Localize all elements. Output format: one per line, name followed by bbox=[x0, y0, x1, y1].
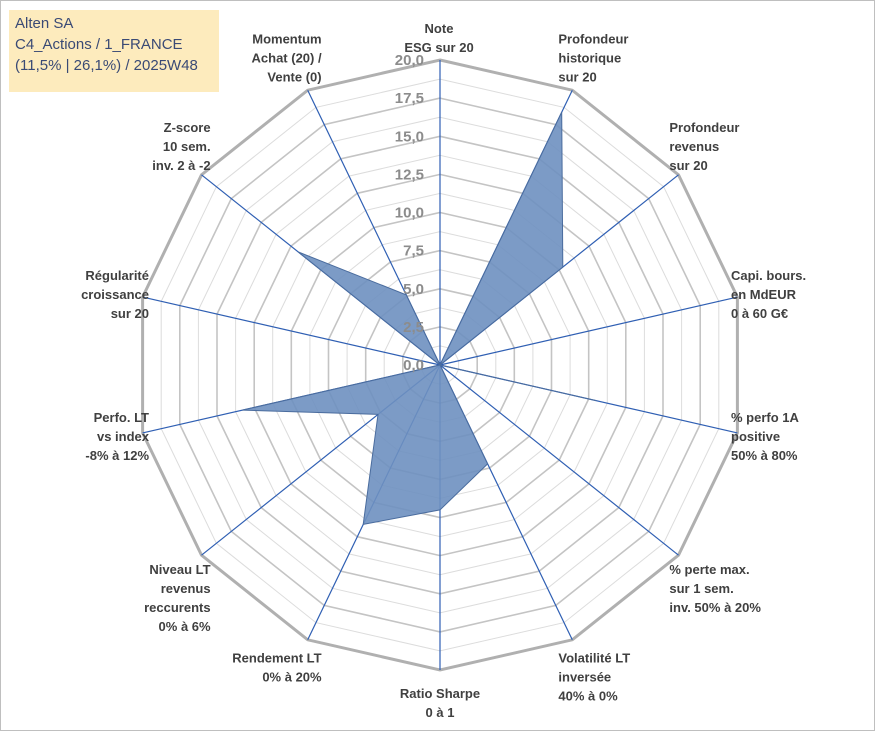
tick-label: 15,0 bbox=[395, 128, 424, 145]
axis-label-line: revenus bbox=[161, 581, 211, 596]
axis-label-line: inversée bbox=[558, 669, 611, 684]
axis-label-line: sur 20 bbox=[558, 70, 596, 85]
axis-label: Profondeur historique sur 20 bbox=[558, 32, 628, 85]
axis-label-line: Profondeur bbox=[669, 120, 739, 135]
axis-label-line: Note bbox=[425, 21, 454, 36]
axis-label: Capi. bours. en MdEUR 0 à 60 G€ bbox=[731, 268, 806, 321]
tick-label: 20,0 bbox=[395, 52, 424, 69]
axis-label-line: inv. 50% à 20% bbox=[669, 600, 761, 615]
axis-label-line: sur 1 sem. bbox=[669, 581, 733, 596]
axis-label-line: historique bbox=[558, 51, 621, 66]
axis-label-line: positive bbox=[731, 429, 780, 444]
tick-label: 12,5 bbox=[395, 166, 424, 183]
tick-label: 0,0 bbox=[403, 357, 424, 374]
title-box: Alten SA C4_Actions / 1_FRANCE (11,5% | … bbox=[9, 10, 219, 92]
axis-label: Niveau LT revenus reccurents 0% à 6% bbox=[144, 562, 211, 634]
axis-label: Perfo. LT vs index -8% à 12% bbox=[85, 410, 149, 463]
axis-label-line: Achat (20) / bbox=[252, 51, 322, 66]
axis-label-line: Z-score bbox=[164, 120, 211, 135]
axis-label-line: inv. 2 à -2 bbox=[152, 158, 210, 173]
axis-label-line: Vente (0) bbox=[267, 70, 321, 85]
axis-label-line: Niveau LT bbox=[149, 562, 210, 577]
axis-label: Note ESG sur 20 bbox=[404, 21, 473, 55]
title-stats: (11,5% | 26,1%) / 2025W48 bbox=[15, 57, 198, 74]
radar-tick-labels: 0,0 2,5 5,0 7,5 10,0 12,5 15,0 17,5 20,0 bbox=[395, 52, 424, 374]
tick-label: 10,0 bbox=[395, 205, 424, 222]
axis-label-line: Volatilité LT bbox=[558, 650, 630, 665]
axis-label-line: Momentum bbox=[252, 32, 321, 47]
axis-label: Profondeur revenus sur 20 bbox=[669, 120, 739, 173]
axis-label-line: % perte max. bbox=[669, 562, 749, 577]
axis-label: Ratio Sharpe 0 à 1 bbox=[400, 686, 480, 720]
axis-label-line: sur 20 bbox=[111, 306, 149, 321]
axis-label: Rendement LT 0% à 20% bbox=[232, 650, 322, 684]
axis-label-line: sur 20 bbox=[669, 158, 707, 173]
title-category: C4_Actions / 1_FRANCE bbox=[15, 36, 183, 53]
axis-label: Régularité croissance sur 20 bbox=[81, 268, 149, 321]
axis-label-line: 0% à 20% bbox=[262, 669, 322, 684]
axis-label: % perfo 1A positive 50% à 80% bbox=[731, 410, 800, 463]
axis-label-line: Capi. bours. bbox=[731, 268, 806, 283]
axis-label-line: Régularité bbox=[85, 268, 149, 283]
axis-label-line: 0% à 6% bbox=[159, 619, 211, 634]
tick-label: 5,0 bbox=[403, 281, 424, 298]
radar-spoke bbox=[142, 296, 441, 366]
radar-axis-labels: Note ESG sur 20 Profondeur historique sur 20… bbox=[81, 21, 806, 720]
axis-label-line: 40% à 0% bbox=[558, 688, 618, 703]
axis-label-line: -8% à 12% bbox=[85, 448, 149, 463]
axis-label-line: Perfo. LT bbox=[94, 410, 149, 425]
axis-label: Volatilité LT inversée 40% à 0% bbox=[558, 650, 630, 703]
axis-label-line: 10 sem. bbox=[163, 139, 211, 154]
axis-label-line: 0 à 60 G€ bbox=[731, 306, 788, 321]
tick-label: 17,5 bbox=[395, 90, 424, 107]
radar-spoke bbox=[439, 296, 738, 366]
radar-series bbox=[242, 111, 597, 526]
tick-label: 2,5 bbox=[403, 319, 424, 336]
axis-label-line: % perfo 1A bbox=[731, 410, 800, 425]
axis-label-line: reccurents bbox=[144, 600, 210, 615]
axis-label-line: 50% à 80% bbox=[731, 448, 798, 463]
axis-label-line: 0 à 1 bbox=[426, 705, 455, 720]
tick-label: 7,5 bbox=[403, 243, 424, 260]
axis-label: Momentum Achat (20) / Vente (0) bbox=[252, 32, 322, 85]
axis-label-line: Rendement LT bbox=[232, 650, 321, 665]
axis-label-line: croissance bbox=[81, 287, 149, 302]
axis-label-line: vs index bbox=[97, 429, 150, 444]
title-company: Alten SA bbox=[15, 15, 74, 32]
axis-label-line: Profondeur bbox=[558, 32, 628, 47]
axis-label-line: ESG sur 20 bbox=[404, 40, 473, 55]
axis-label: Z-score 10 sem. inv. 2 à -2 bbox=[152, 120, 210, 173]
radar-spoke bbox=[439, 364, 679, 556]
axis-label-line: Ratio Sharpe bbox=[400, 686, 480, 701]
axis-label: % perte max. sur 1 sem. inv. 50% à 20% bbox=[669, 562, 761, 615]
axis-label-line: en MdEUR bbox=[731, 287, 797, 302]
axis-label-line: revenus bbox=[669, 139, 719, 154]
